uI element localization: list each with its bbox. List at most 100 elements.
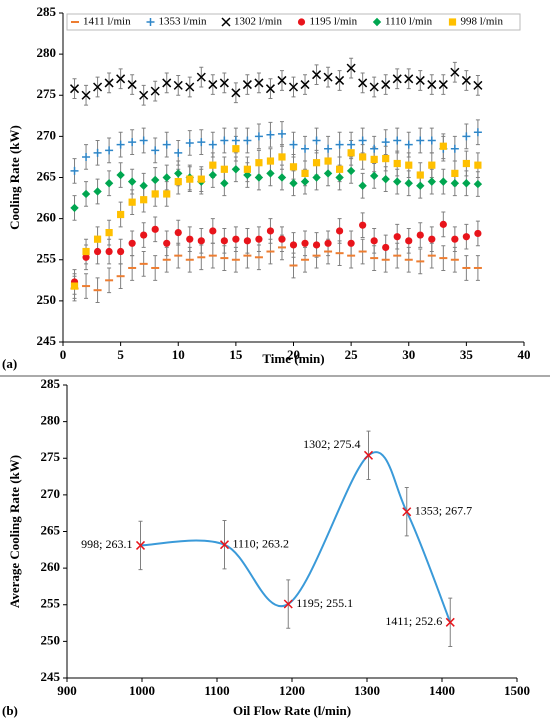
x-tick-label: 5 [117, 347, 124, 362]
marker [277, 75, 287, 85]
marker [450, 67, 460, 77]
marker [335, 75, 345, 85]
marker [439, 177, 448, 186]
legend-marker [448, 18, 457, 26]
marker [402, 507, 412, 517]
marker [208, 140, 217, 149]
marker [358, 78, 368, 88]
y-tick-label: 265 [37, 168, 57, 183]
marker [82, 253, 90, 261]
marker [381, 80, 391, 90]
marker [312, 136, 321, 145]
panel-label: (a) [2, 356, 17, 371]
marker [450, 179, 460, 188]
panel-label: (b) [2, 703, 18, 718]
marker [405, 161, 413, 169]
data-label: 998; 263.1 [81, 537, 132, 551]
marker [427, 177, 436, 186]
marker [231, 136, 240, 145]
x-tick-label: 1200 [279, 683, 305, 698]
marker [289, 163, 298, 171]
marker [219, 540, 230, 550]
marker [312, 159, 321, 167]
x-tick-label: 900 [57, 683, 77, 698]
marker [277, 173, 287, 182]
marker [393, 177, 402, 186]
marker [139, 90, 149, 100]
marker [105, 247, 113, 256]
marker [278, 235, 286, 243]
marker [461, 75, 471, 85]
legend-marker [297, 18, 306, 26]
y-tick-label: 245 [41, 669, 61, 684]
marker [173, 80, 183, 90]
y-tick-label: 260 [37, 210, 57, 225]
marker [105, 146, 114, 155]
marker [220, 179, 229, 188]
marker [404, 179, 413, 188]
marker [369, 82, 379, 92]
marker [232, 145, 240, 153]
marker [462, 179, 471, 188]
marker [439, 220, 447, 228]
marker [70, 166, 79, 175]
marker [289, 179, 298, 188]
marker [174, 178, 182, 186]
y-axis-title: Average Cooling Rate (kW) [7, 455, 22, 608]
y-tick-label: 280 [37, 45, 57, 60]
marker [185, 82, 195, 92]
marker [370, 144, 379, 153]
marker [416, 171, 424, 179]
marker [186, 175, 194, 183]
marker [381, 138, 390, 147]
marker [265, 84, 275, 94]
legend-marker [221, 17, 231, 27]
marker [404, 74, 414, 84]
marker [283, 599, 293, 609]
y-axis-title: Cooling Rate (kW) [7, 125, 22, 230]
y-tick-label: 265 [41, 522, 61, 537]
x-tick-label: 25 [345, 347, 359, 362]
y-tick-label: 250 [41, 632, 61, 647]
marker [174, 148, 183, 157]
data-label: 1353; 267.7 [415, 503, 472, 517]
marker [254, 78, 264, 88]
marker [445, 617, 455, 627]
marker [82, 247, 90, 256]
marker [301, 144, 310, 153]
marker [242, 80, 252, 90]
marker [231, 165, 241, 174]
x-tick-label: 35 [460, 347, 474, 362]
marker [451, 235, 459, 243]
y-tick-label: 250 [37, 292, 57, 307]
marker [346, 63, 356, 73]
legend-marker [372, 17, 382, 27]
marker [393, 159, 401, 168]
y-tick-label: 280 [41, 413, 61, 428]
marker [439, 142, 447, 150]
x-tick-label: 15 [229, 347, 243, 362]
marker [116, 74, 126, 84]
marker [363, 450, 374, 460]
marker [243, 170, 252, 180]
marker [219, 78, 229, 88]
marker [162, 173, 171, 182]
legend-label: 1353 l/min [159, 16, 207, 28]
marker [81, 189, 91, 199]
marker [289, 241, 298, 249]
marker [416, 136, 425, 145]
marker [428, 235, 436, 243]
x-tick-label: 1300 [354, 683, 380, 698]
marker [243, 237, 251, 245]
marker [139, 181, 148, 190]
x-tick-label: 30 [402, 347, 415, 362]
marker [300, 177, 310, 186]
marker [104, 78, 114, 88]
data-label: 1195; 255.1 [296, 596, 353, 610]
marker [404, 140, 413, 149]
marker [255, 235, 263, 243]
marker [174, 169, 183, 178]
y-tick-label: 255 [41, 596, 61, 611]
marker [140, 231, 148, 239]
